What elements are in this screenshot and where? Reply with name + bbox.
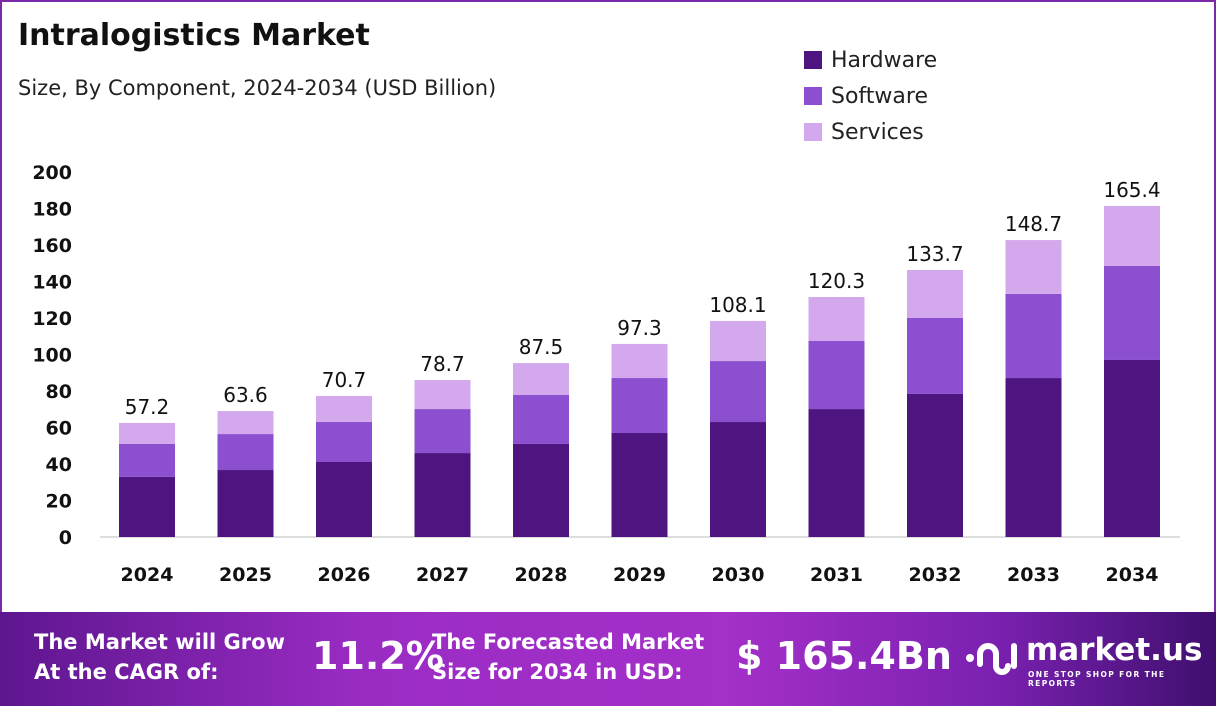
bar-segment-hardware [119, 476, 175, 537]
cagr-value: 11.2% [312, 634, 444, 678]
y-tick-label: 60 [46, 418, 72, 440]
bar-segment-services [119, 422, 175, 444]
y-tick-label: 80 [46, 381, 72, 403]
legend-item: Services [804, 114, 937, 150]
bar-segment-services [1005, 240, 1062, 294]
total-label: 133.7 [906, 242, 963, 266]
bar-segment-software [710, 361, 766, 423]
bar-segment-hardware [611, 432, 668, 537]
y-tick-label: 100 [32, 345, 72, 367]
bar-segment-hardware [710, 422, 766, 537]
x-tick-label: 2031 [810, 564, 863, 586]
chart-title: Intralogistics Market [18, 18, 370, 53]
x-tick-label: 2033 [1007, 564, 1060, 586]
bar-segment-hardware [513, 443, 569, 537]
x-tick-label: 2032 [909, 564, 962, 586]
bar-segment-hardware [316, 461, 372, 537]
cagr-label-2: At the CAGR of: [34, 660, 219, 684]
x-tick-label: 2027 [416, 564, 469, 586]
bar-segment-software [513, 395, 569, 444]
legend-swatch [804, 87, 822, 105]
chart: 0 20 40 60 80 100 120 140 160 180 200 57.2 2024 63.6 2… [32, 162, 1180, 586]
bar-segment-hardware [907, 393, 963, 537]
total-label: 108.1 [709, 293, 766, 317]
total-label: 78.7 [420, 352, 465, 376]
total-label: 57.2 [125, 395, 170, 419]
brand-name: market.us [1026, 632, 1203, 668]
legend-label: Hardware [831, 47, 938, 73]
legend-swatch [804, 123, 822, 141]
legend-item: Hardware [804, 42, 937, 78]
bar-segment-services [808, 297, 865, 341]
total-label: 148.7 [1005, 212, 1062, 236]
total-label: 70.7 [322, 368, 367, 392]
bar-segment-hardware [414, 453, 471, 537]
bar-segment-software [316, 422, 372, 462]
y-tick-label: 160 [32, 235, 72, 257]
forecast-value: $ 165.4Bn [736, 634, 952, 678]
bar-segment-hardware [1005, 378, 1062, 537]
x-tick-label: 2034 [1106, 564, 1159, 586]
x-tick-label: 2030 [712, 564, 765, 586]
footer-banner: The Market will Grow At the CAGR of: 11.… [0, 612, 1216, 706]
bar-segment-services [414, 380, 471, 410]
x-tick-label: 2029 [613, 564, 666, 586]
bar-segment-services [217, 411, 274, 435]
bar-segment-software [808, 340, 865, 410]
bar-segment-software [611, 378, 668, 433]
forecast-label-2: Size for 2034 in USD: [432, 660, 683, 684]
chart-subtitle: Size, By Component, 2024-2034 (USD Billi… [18, 76, 497, 100]
bar-segment-software [1005, 293, 1062, 379]
brand-tagline: ONE STOP SHOP FOR THE REPORTS [1028, 670, 1166, 688]
legend-label: Services [831, 119, 924, 145]
legend-swatch [804, 51, 822, 69]
bar-segment-services [611, 343, 668, 379]
legend: Hardware Software Services [804, 42, 937, 150]
y-tick-label: 0 [59, 527, 72, 549]
bar-segment-software [414, 409, 471, 454]
y-tick-label: 200 [32, 162, 72, 184]
y-tick-label: 20 [46, 491, 72, 513]
x-tick-label: 2025 [219, 564, 272, 586]
x-tick-label: 2028 [515, 564, 568, 586]
bar-segment-services [316, 395, 372, 423]
x-tick-label: 2024 [121, 564, 174, 586]
bar-segment-software [907, 318, 963, 394]
y-tick-label: 120 [32, 308, 72, 330]
bar-segment-services [513, 363, 569, 396]
total-label: 97.3 [617, 316, 662, 340]
bar-segment-services [907, 270, 963, 318]
y-tick-label: 180 [32, 199, 72, 221]
y-tick-label: 140 [32, 272, 72, 294]
bar-segment-hardware [808, 409, 865, 537]
bar-segment-services [710, 320, 766, 362]
total-label: 63.6 [223, 383, 268, 407]
total-label: 120.3 [808, 269, 865, 293]
bar-segment-hardware [217, 470, 274, 537]
total-label: 87.5 [519, 335, 564, 359]
legend-item: Software [804, 78, 937, 114]
bar-segment-software [119, 443, 175, 477]
x-tick-label: 2026 [318, 564, 371, 586]
bar-segment-hardware [1104, 359, 1160, 537]
cagr-label-1: The Market will Grow [34, 630, 285, 654]
market-us-logo-icon [966, 643, 1017, 675]
bar-segment-software [217, 434, 274, 471]
bar-segment-services [1104, 205, 1160, 266]
forecast-label-1: The Forecasted Market [432, 630, 705, 654]
total-label: 165.4 [1103, 178, 1160, 202]
legend-label: Software [831, 83, 928, 109]
bar-segment-software [1104, 265, 1160, 360]
y-tick-label: 40 [46, 454, 72, 476]
